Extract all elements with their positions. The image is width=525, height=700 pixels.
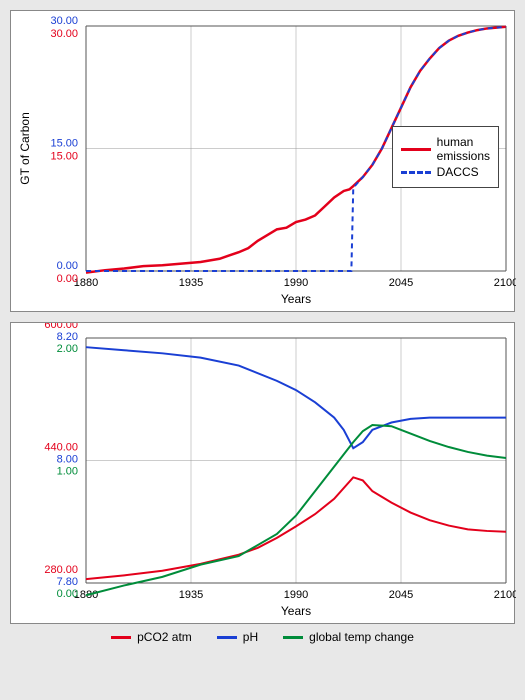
legend-item: global temp change — [283, 630, 414, 644]
svg-text:Years: Years — [281, 604, 311, 618]
legend-item: DACCS — [401, 165, 490, 179]
top-chart: 188019351990204521000.000.0015.0015.0030… — [10, 10, 515, 312]
svg-text:280.00: 280.00 — [44, 564, 78, 576]
bottom-chart: 18801935199020452100280.007.800.00440.00… — [10, 322, 515, 624]
svg-text:1935: 1935 — [179, 277, 203, 289]
svg-text:2045: 2045 — [389, 589, 413, 601]
svg-text:8.20: 8.20 — [57, 331, 78, 343]
top-panel: 188019351990204521000.000.0015.0015.0030… — [0, 0, 525, 317]
legend-item: pH — [217, 630, 258, 644]
bottom-chart-svg: 18801935199020452100280.007.800.00440.00… — [11, 323, 516, 623]
svg-text:1990: 1990 — [284, 277, 308, 289]
svg-text:GT of Carbon: GT of Carbon — [18, 112, 32, 184]
legend-item: pCO2 atm — [111, 630, 192, 644]
svg-text:2045: 2045 — [389, 277, 413, 289]
bottom-legend: pCO2 atm pH global temp change — [10, 624, 515, 654]
svg-text:2.00: 2.00 — [57, 343, 78, 355]
svg-text:2100: 2100 — [494, 589, 516, 601]
svg-text:15.00: 15.00 — [50, 151, 78, 163]
bottom-panel: 18801935199020452100280.007.800.00440.00… — [0, 317, 525, 659]
svg-text:Years: Years — [281, 292, 311, 306]
svg-text:440.00: 440.00 — [44, 442, 78, 454]
legend-item: human emissions — [401, 135, 490, 163]
svg-text:600.00: 600.00 — [44, 323, 78, 331]
top-legend: human emissions DACCS — [392, 126, 499, 188]
svg-text:0.00: 0.00 — [57, 273, 78, 285]
svg-text:30.00: 30.00 — [50, 28, 78, 40]
svg-text:1935: 1935 — [179, 589, 203, 601]
svg-text:2100: 2100 — [494, 277, 516, 289]
svg-text:7.80: 7.80 — [57, 576, 78, 588]
svg-text:0.00: 0.00 — [57, 588, 78, 600]
svg-text:8.00: 8.00 — [57, 454, 78, 466]
svg-text:1.00: 1.00 — [57, 466, 78, 478]
svg-text:1990: 1990 — [284, 589, 308, 601]
svg-text:0.00: 0.00 — [57, 260, 78, 272]
svg-text:30.00: 30.00 — [50, 15, 78, 27]
svg-text:15.00: 15.00 — [50, 138, 78, 150]
